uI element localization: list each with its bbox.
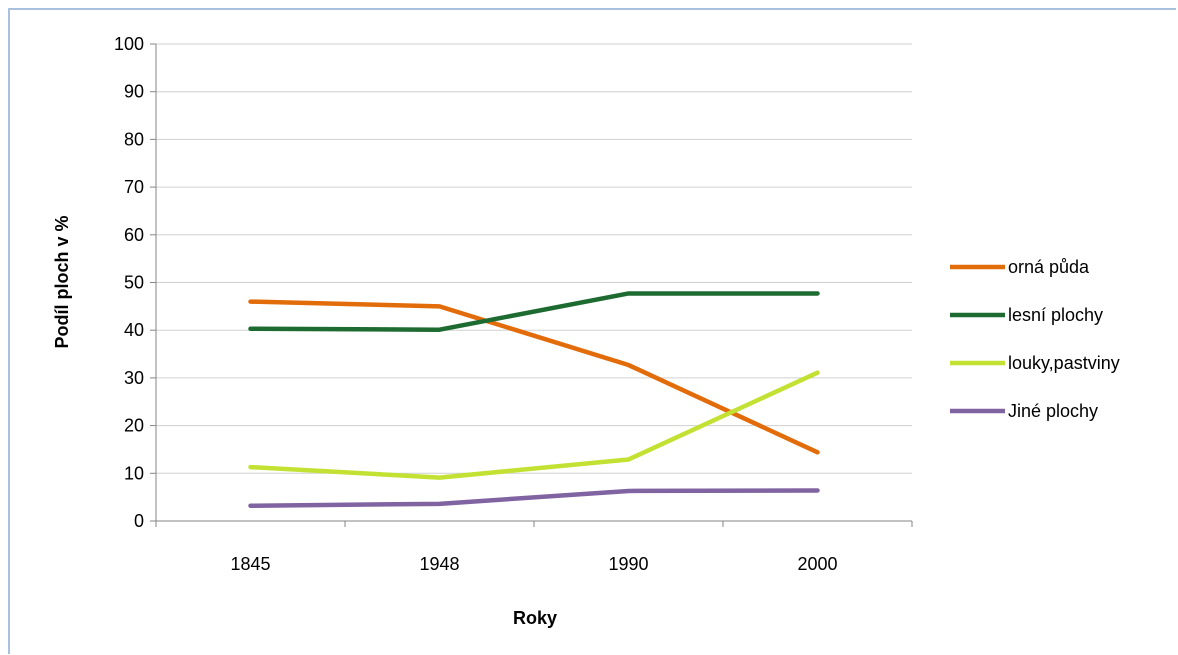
y-tick-label: 90 xyxy=(124,82,144,102)
y-tick-label: 30 xyxy=(124,368,144,388)
y-tick-label: 20 xyxy=(124,416,144,436)
series-line-jine-plochy xyxy=(248,488,820,508)
x-axis-title: Roky xyxy=(513,608,557,628)
y-tick-label: 10 xyxy=(124,463,144,483)
legend-label-orna-puda: orná půda xyxy=(1008,257,1090,277)
series-line-louky-pastviny xyxy=(248,370,820,480)
x-tick-label: 2000 xyxy=(797,554,837,574)
chart-frame xyxy=(8,8,1176,654)
legend-label-louky-pastviny: louky,pastviny xyxy=(1008,353,1120,373)
y-axis-title: Podíl ploch v % xyxy=(52,215,72,348)
y-tick-label: 50 xyxy=(124,273,144,293)
x-tick-label: 1948 xyxy=(419,554,459,574)
y-tick-label: 0 xyxy=(134,511,144,531)
y-tick-label: 100 xyxy=(114,34,144,54)
gridlines xyxy=(156,43,912,474)
y-tick-label: 70 xyxy=(124,177,144,197)
x-axis-ticks: 1845 1948 1990 2000 xyxy=(155,521,913,574)
series-lines xyxy=(248,291,820,508)
series-line-lesni-plochy xyxy=(248,291,820,332)
legend: orná půda lesní plochy louky,pastviny Jiné … xyxy=(950,257,1120,421)
legend-label-jine-plochy: Jiné plochy xyxy=(1008,401,1098,421)
y-tick-label: 40 xyxy=(124,320,144,340)
x-tick-label: 1990 xyxy=(608,554,648,574)
y-axis-ticks: 0 10 20 30 40 50 60 70 80 90 100 xyxy=(114,34,156,531)
legend-label-lesni-plochy: lesní plochy xyxy=(1008,305,1103,325)
y-tick-label: 60 xyxy=(124,225,144,245)
x-tick-label: 1845 xyxy=(230,554,270,574)
axes xyxy=(155,44,912,522)
series-line-orna-puda xyxy=(248,299,820,455)
y-tick-label: 80 xyxy=(124,129,144,149)
